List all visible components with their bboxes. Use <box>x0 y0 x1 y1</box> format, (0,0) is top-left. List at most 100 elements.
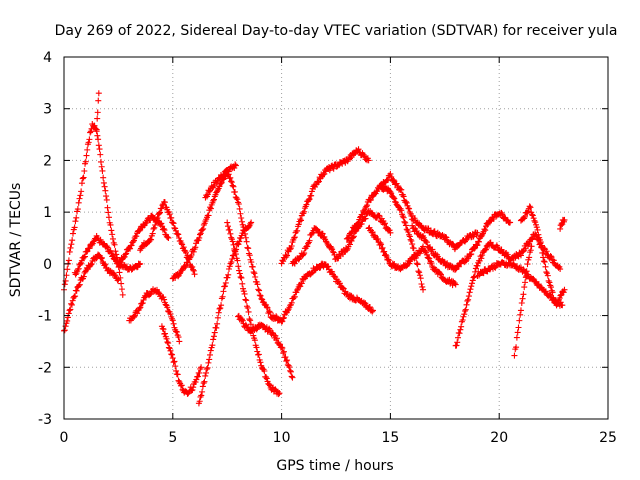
data-point <box>82 158 89 165</box>
data-point <box>255 286 262 293</box>
data-point <box>172 363 179 370</box>
data-point <box>416 272 423 279</box>
data-point <box>127 245 134 252</box>
data-point <box>114 277 121 284</box>
data-point <box>228 179 235 186</box>
data-point <box>279 318 286 325</box>
x-tick-labels: 0 5 10 15 20 25 <box>60 430 617 446</box>
data-point <box>160 326 167 333</box>
data-point <box>262 374 269 381</box>
data-point <box>190 248 197 255</box>
data-point <box>437 271 444 278</box>
data-point <box>180 244 187 251</box>
data-point <box>130 237 137 244</box>
data-point <box>516 317 523 324</box>
data-point <box>188 252 195 259</box>
data-point <box>118 280 125 287</box>
data-point <box>205 212 212 219</box>
data-point <box>369 229 376 236</box>
data-point <box>479 231 486 238</box>
data-point <box>452 281 459 288</box>
data-point <box>199 383 206 390</box>
data-point <box>280 314 287 321</box>
data-point <box>66 248 73 255</box>
data-point <box>548 253 555 260</box>
data-point <box>164 339 171 346</box>
data-point <box>478 255 485 262</box>
data-point <box>198 392 205 399</box>
data-point <box>151 224 158 231</box>
data-point <box>402 219 409 226</box>
data-point <box>348 237 355 244</box>
data-point <box>535 231 542 238</box>
data-point <box>537 239 544 246</box>
data-point <box>97 151 104 158</box>
data-point <box>414 261 421 268</box>
data-point <box>365 157 372 164</box>
data-point <box>86 245 93 252</box>
data-point <box>442 233 449 240</box>
data-point <box>276 390 283 397</box>
data-point <box>520 291 527 298</box>
data-point <box>288 373 295 380</box>
data-point <box>374 236 381 242</box>
data-point <box>250 269 257 276</box>
data-point <box>214 178 221 185</box>
data-point <box>258 295 265 302</box>
data-point <box>273 335 280 342</box>
data-point <box>328 244 335 251</box>
data-point <box>533 224 540 231</box>
data-point <box>93 126 100 133</box>
data-point <box>225 171 232 178</box>
data-point <box>449 240 456 247</box>
data-point <box>354 220 361 227</box>
data-point <box>407 236 414 243</box>
data-point <box>73 214 80 221</box>
data-point <box>285 362 292 369</box>
data-point <box>104 244 111 251</box>
data-point <box>264 304 271 311</box>
data-point <box>451 280 458 287</box>
data-point <box>398 186 405 193</box>
data-point <box>214 320 221 327</box>
data-point <box>170 220 177 227</box>
data-point <box>455 334 462 341</box>
data-point <box>402 198 409 205</box>
data-point <box>200 380 207 387</box>
data-point <box>238 214 245 221</box>
data-point <box>401 218 408 225</box>
data-point <box>88 260 95 267</box>
axis-ticks <box>63 56 609 420</box>
data-point <box>385 257 392 264</box>
data-point <box>211 329 218 336</box>
data-point <box>454 339 461 346</box>
data-point <box>301 208 308 215</box>
data-point <box>532 219 539 226</box>
data-point <box>165 344 172 351</box>
data-point <box>139 300 146 307</box>
data-point <box>241 227 248 234</box>
data-point <box>182 264 189 271</box>
data-point <box>71 224 78 231</box>
data-point <box>306 237 313 244</box>
data-point <box>200 225 207 232</box>
data-point <box>542 263 549 270</box>
data-point <box>463 301 470 308</box>
data-point <box>61 327 68 334</box>
data-point <box>69 237 76 244</box>
data-point <box>237 210 244 217</box>
data-point <box>190 267 197 274</box>
data-point <box>229 256 236 263</box>
series-arc-3 <box>61 251 122 334</box>
data-point <box>77 261 84 268</box>
data-point <box>238 274 245 281</box>
data-point <box>297 216 304 223</box>
data-point <box>240 288 247 295</box>
data-point <box>156 210 163 217</box>
data-point <box>527 247 534 254</box>
data-point <box>96 146 103 153</box>
data-point <box>405 229 412 236</box>
data-point <box>136 305 143 312</box>
y-tick-label: 3 <box>43 102 52 118</box>
